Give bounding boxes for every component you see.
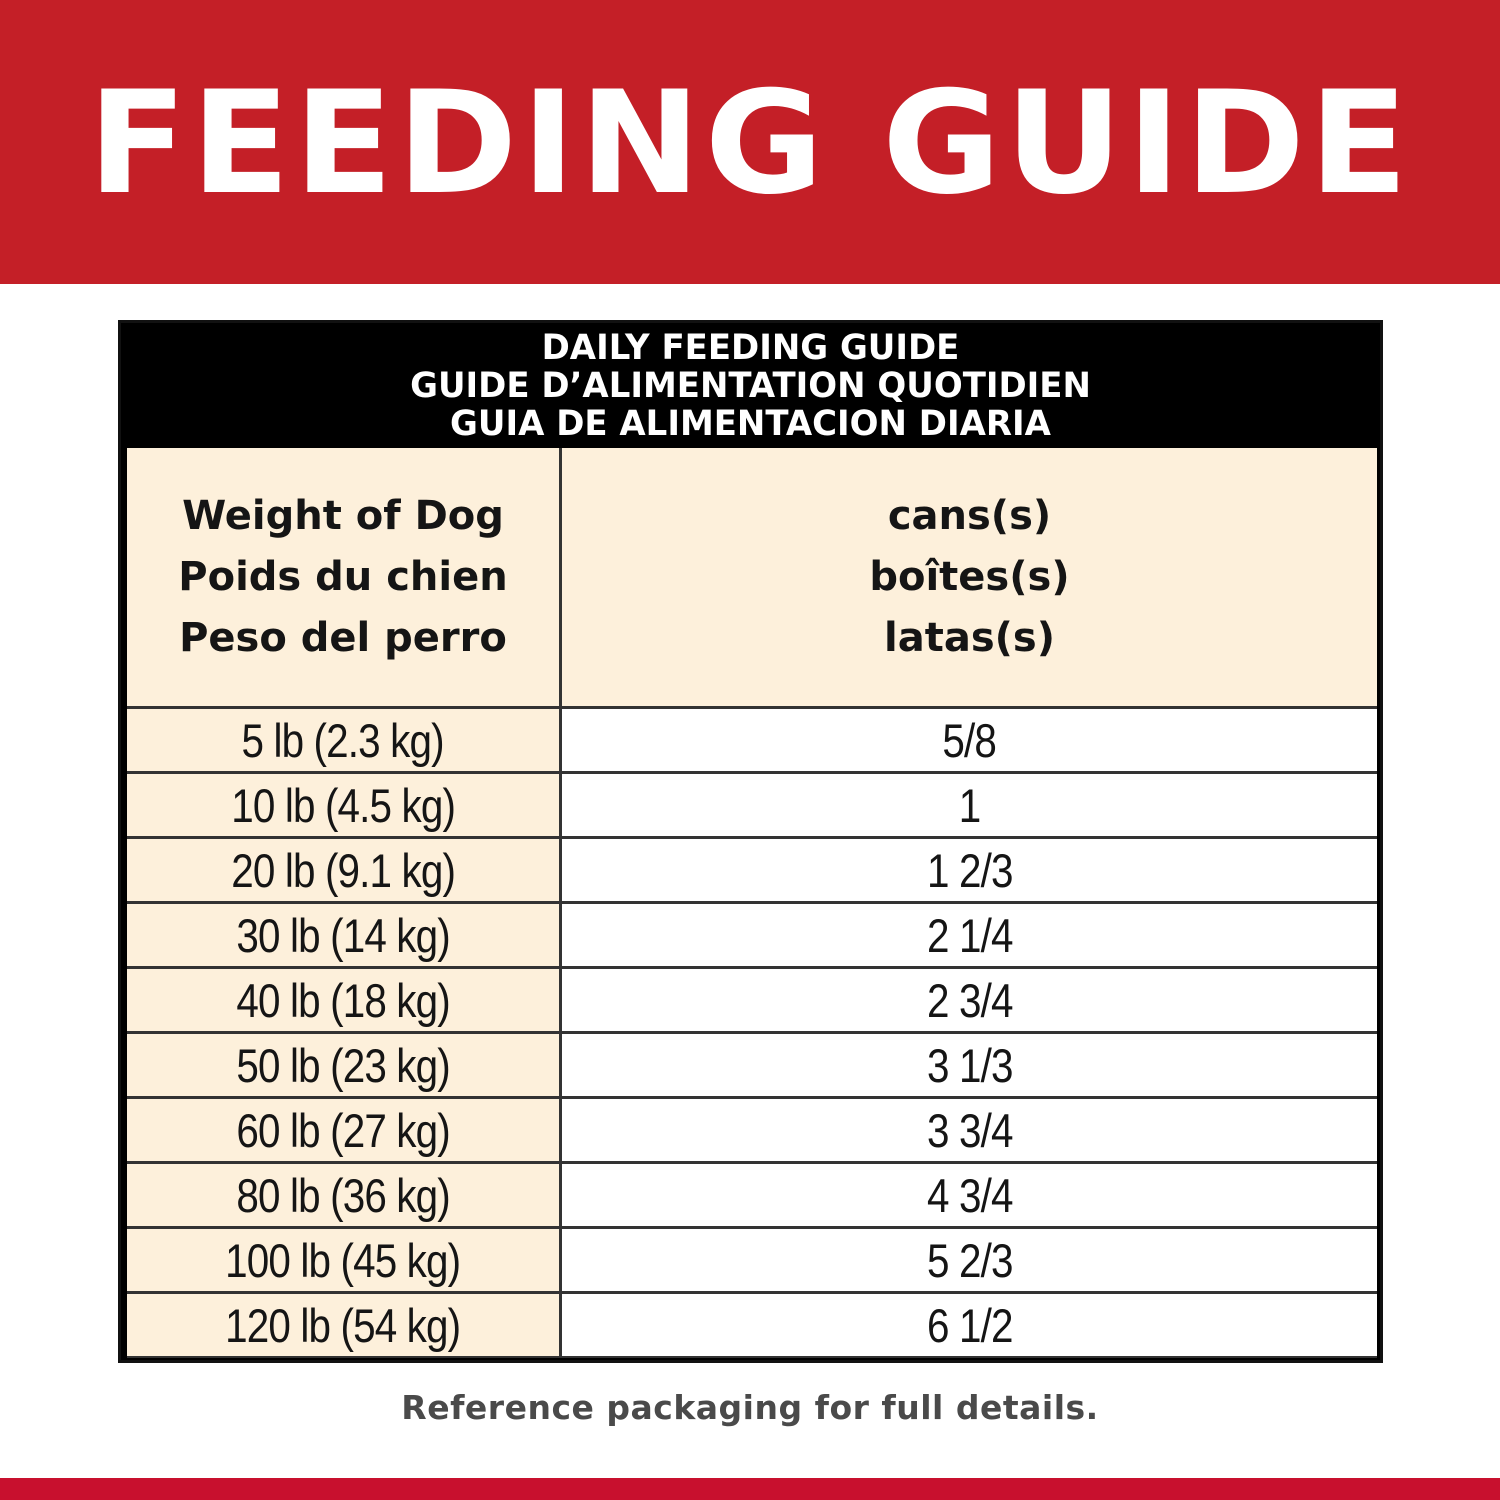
amount-text: 5/8 [942, 713, 997, 767]
column-header-cans-en: cans(s) [887, 492, 1052, 539]
weight-text: 120 lb (54 kg) [225, 1298, 461, 1352]
column-header-cans: cans(s) boîtes(s) latas(s) [562, 448, 1377, 706]
amount-text: 1 [958, 778, 981, 832]
feeding-guide-banner: FEEDING GUIDE [0, 0, 1500, 284]
weight-cell: 30 lb (14 kg) [127, 904, 559, 966]
weight-text: 40 lb (18 kg) [236, 973, 450, 1027]
page-title: FEEDING GUIDE [87, 61, 1413, 226]
amount-text: 6 1/2 [926, 1298, 1013, 1352]
amount-text: 3 3/4 [926, 1103, 1013, 1157]
amount-text: 1 2/3 [926, 843, 1013, 897]
bottom-red-bar [0, 1478, 1500, 1500]
weight-cell: 120 lb (54 kg) [127, 1294, 559, 1356]
amount-cell: 3 1/3 [562, 1034, 1377, 1096]
weight-cell: 20 lb (9.1 kg) [127, 839, 559, 901]
amount-cell: 2 1/4 [562, 904, 1377, 966]
column-header-cans-fr: boîtes(s) [869, 553, 1070, 600]
weight-text: 50 lb (23 kg) [236, 1038, 450, 1092]
weight-text: 30 lb (14 kg) [236, 908, 450, 962]
column-header-weight: Weight of Dog Poids du chien Peso del pe… [127, 448, 559, 706]
daily-feeding-table: DAILY FEEDING GUIDE GUIDE D’ALIMENTATION… [118, 320, 1383, 1363]
weight-cell: 60 lb (27 kg) [127, 1099, 559, 1161]
amount-cell: 6 1/2 [562, 1294, 1377, 1356]
column-header-weight-es: Peso del perro [179, 614, 507, 661]
weight-cell: 80 lb (36 kg) [127, 1164, 559, 1226]
amount-cell: 4 3/4 [562, 1164, 1377, 1226]
amount-cell: 5 2/3 [562, 1229, 1377, 1291]
reference-packaging-note: Reference packaging for full details. [401, 1388, 1099, 1427]
weight-cell: 50 lb (23 kg) [127, 1034, 559, 1096]
amount-cell: 3 3/4 [562, 1099, 1377, 1161]
column-header-weight-en: Weight of Dog [182, 492, 504, 539]
amount-cell: 5/8 [562, 709, 1377, 771]
weight-cell: 10 lb (4.5 kg) [127, 774, 559, 836]
amount-cell: 1 [562, 774, 1377, 836]
column-header-cans-es: latas(s) [884, 614, 1055, 661]
weight-text: 80 lb (36 kg) [236, 1168, 450, 1222]
weight-text: 100 lb (45 kg) [225, 1233, 461, 1287]
weight-cell: 100 lb (45 kg) [127, 1229, 559, 1291]
amount-cell: 2 3/4 [562, 969, 1377, 1031]
weight-text: 10 lb (4.5 kg) [231, 778, 456, 832]
feeding-grid: Weight of Dog Poids du chien Peso del pe… [127, 448, 1377, 1358]
amount-text: 4 3/4 [926, 1168, 1013, 1222]
weight-text: 60 lb (27 kg) [236, 1103, 450, 1157]
amount-text: 2 1/4 [926, 908, 1013, 962]
table-title: DAILY FEEDING GUIDE GUIDE D’ALIMENTATION… [121, 323, 1380, 448]
column-header-weight-fr: Poids du chien [178, 553, 508, 600]
table-title-en: DAILY FEEDING GUIDE [541, 328, 960, 368]
weight-cell: 40 lb (18 kg) [127, 969, 559, 1031]
amount-text: 2 3/4 [926, 973, 1013, 1027]
amount-cell: 1 2/3 [562, 839, 1377, 901]
weight-cell: 5 lb (2.3 kg) [127, 709, 559, 771]
weight-text: 5 lb (2.3 kg) [241, 713, 445, 767]
table-title-fr: GUIDE D’ALIMENTATION QUOTIDIEN [410, 366, 1091, 406]
amount-text: 5 2/3 [926, 1233, 1013, 1287]
weight-text: 20 lb (9.1 kg) [231, 843, 456, 897]
table-title-es: GUIA DE ALIMENTACION DIARIA [450, 404, 1051, 444]
amount-text: 3 1/3 [926, 1038, 1013, 1092]
